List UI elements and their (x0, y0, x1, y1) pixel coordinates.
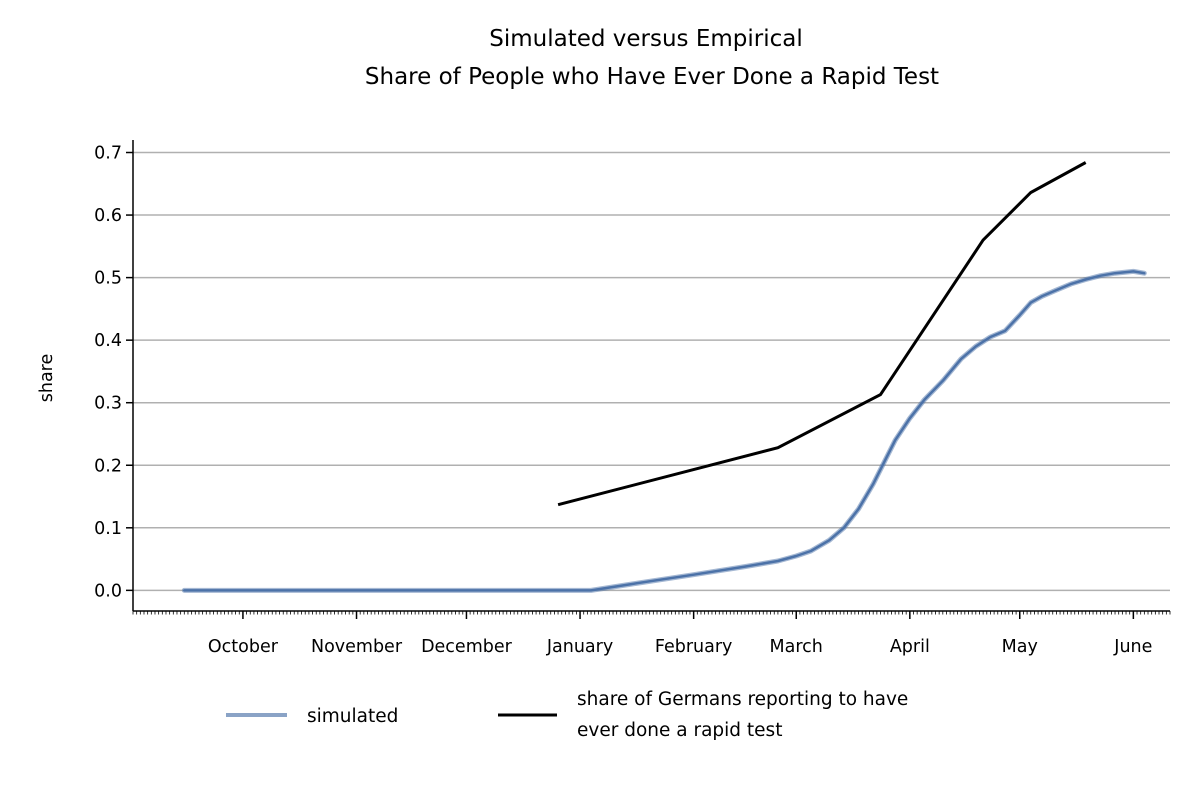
y-tick-label: 0.2 (94, 456, 122, 476)
y-gridlines (133, 151, 1170, 592)
x-tick-label: November (311, 637, 403, 657)
legend: simulated share of Germans reporting to … (226, 689, 914, 741)
legend-label-empirical-line-1: share of Germans reporting to have (577, 689, 908, 710)
y-tick-label: 0.6 (94, 206, 122, 226)
y-tick-label: 0.5 (94, 269, 122, 289)
y-tick-label: 0.3 (94, 394, 122, 414)
x-tick-label: May (1002, 637, 1038, 657)
series-layer (181, 161, 1147, 593)
legend-label-simulated: simulated (307, 706, 398, 727)
y-tick-label: 0.1 (94, 519, 122, 539)
series-line-simulated-halo (181, 268, 1147, 593)
x-tick-label: June (1113, 637, 1152, 657)
legend-label-empirical-line-2: ever done a rapid test (577, 720, 782, 741)
series-line-simulated (183, 270, 1146, 592)
x-tick-label: January (546, 637, 613, 657)
y-axis-ticks: 0.0 0.1 0.2 0.3 0.4 0.5 0.6 0.7 (94, 144, 133, 601)
y-axis-label: share (37, 354, 57, 403)
legend-label-empirical: share of Germans reporting to have ever … (577, 689, 914, 741)
y-tick-label: 0.4 (94, 331, 122, 351)
chart-title: Simulated versus Empirical Share of Peop… (365, 26, 939, 90)
series-line-empirical (557, 161, 1087, 507)
chart-title-line-2: Share of People who Have Ever Done a Rap… (365, 64, 939, 90)
chart-title-line-1: Simulated versus Empirical (489, 26, 803, 52)
x-tick-label: February (655, 637, 733, 657)
x-tick-label: December (421, 637, 513, 657)
x-axis-ticks: October November December January February Ma… (132, 611, 1171, 657)
y-tick-label: 0.0 (94, 581, 122, 601)
y-tick-label: 0.7 (94, 144, 122, 164)
x-tick-label: April (890, 637, 930, 657)
x-tick-label: March (770, 637, 823, 657)
x-tick-label: October (208, 637, 279, 657)
